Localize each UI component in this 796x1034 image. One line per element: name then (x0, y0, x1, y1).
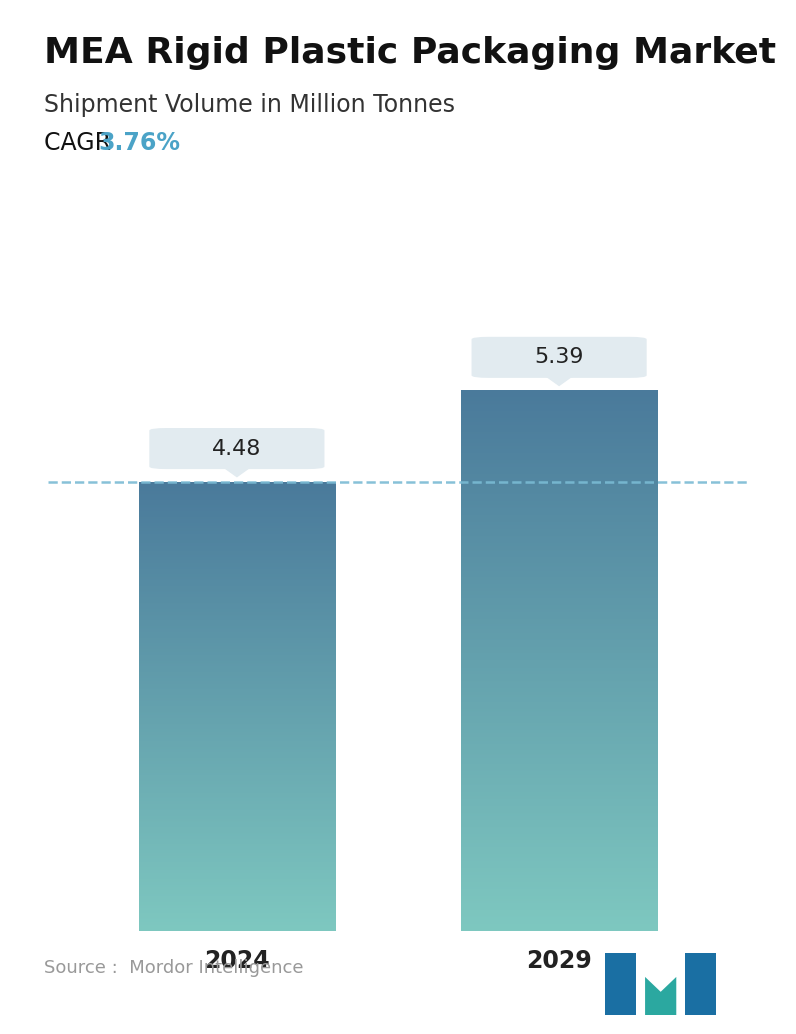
Polygon shape (605, 953, 636, 1015)
Text: 4.48: 4.48 (213, 438, 262, 458)
FancyBboxPatch shape (471, 337, 646, 377)
Text: Shipment Volume in Million Tonnes: Shipment Volume in Million Tonnes (44, 93, 455, 117)
Polygon shape (645, 977, 677, 1015)
FancyBboxPatch shape (150, 428, 325, 469)
Polygon shape (223, 466, 251, 477)
Text: 3.76%: 3.76% (98, 131, 180, 155)
Polygon shape (685, 953, 716, 1015)
Text: 5.39: 5.39 (534, 347, 583, 367)
Polygon shape (545, 375, 573, 386)
Text: MEA Rigid Plastic Packaging Market: MEA Rigid Plastic Packaging Market (44, 36, 776, 70)
Text: CAGR: CAGR (44, 131, 119, 155)
Text: Source :  Mordor Intelligence: Source : Mordor Intelligence (44, 960, 303, 977)
